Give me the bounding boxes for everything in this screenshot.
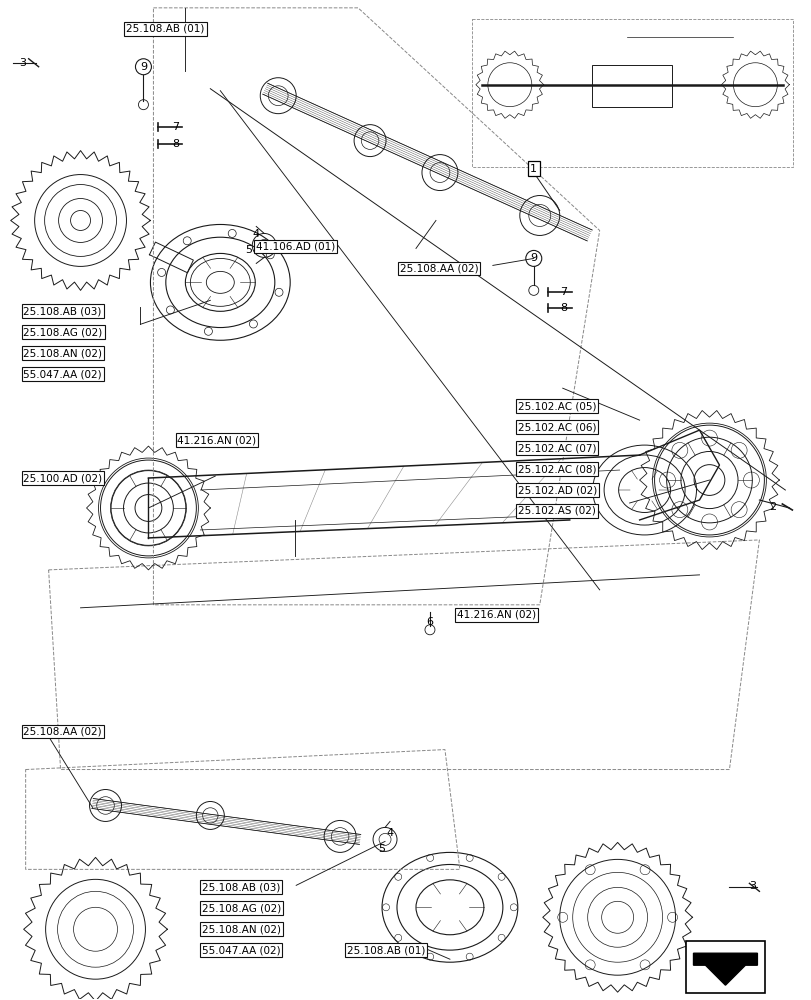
Text: 6: 6 — [426, 617, 433, 627]
Text: 25.102.AC (05): 25.102.AC (05) — [517, 401, 595, 411]
Text: 25.108.AG (02): 25.108.AG (02) — [201, 903, 281, 913]
Text: 25.108.AG (02): 25.108.AG (02) — [24, 327, 102, 337]
Text: 25.108.AA (02): 25.108.AA (02) — [24, 727, 102, 737]
Text: 25.102.AC (08): 25.102.AC (08) — [517, 464, 595, 474]
Text: 25.102.AS (02): 25.102.AS (02) — [517, 506, 595, 516]
Text: 4: 4 — [386, 828, 393, 838]
Text: 3: 3 — [19, 58, 26, 68]
Bar — [684, 941, 765, 993]
Text: 8: 8 — [172, 139, 178, 149]
Text: 25.108.AB (03): 25.108.AB (03) — [201, 882, 280, 892]
Text: 3: 3 — [748, 881, 755, 891]
Text: 4: 4 — [252, 229, 260, 239]
Text: 7: 7 — [560, 287, 567, 297]
Polygon shape — [693, 953, 757, 985]
Text: 25.108.AB (01): 25.108.AB (01) — [127, 24, 204, 34]
Text: 1: 1 — [530, 164, 537, 174]
Text: 41.106.AD (01): 41.106.AD (01) — [255, 241, 335, 251]
Text: 25.108.AN (02): 25.108.AN (02) — [24, 348, 102, 358]
Text: 41.216.AN (02): 41.216.AN (02) — [457, 610, 535, 620]
Text: 25.102.AC (06): 25.102.AC (06) — [517, 422, 595, 432]
Text: 41.216.AN (02): 41.216.AN (02) — [177, 435, 256, 445]
Text: 5: 5 — [378, 844, 385, 854]
Text: 25.100.AD (02): 25.100.AD (02) — [24, 473, 102, 483]
Text: 9: 9 — [139, 62, 147, 72]
Text: 55.047.AA (02): 55.047.AA (02) — [201, 945, 280, 955]
Text: 25.108.AN (02): 25.108.AN (02) — [201, 924, 281, 934]
Bar — [471, 19, 792, 167]
Text: 8: 8 — [560, 303, 567, 313]
Text: 25.102.AD (02): 25.102.AD (02) — [517, 485, 596, 495]
Bar — [591, 65, 671, 107]
Text: 5: 5 — [244, 245, 251, 255]
Text: 9: 9 — [530, 253, 537, 263]
Text: 25.108.AB (03): 25.108.AB (03) — [24, 306, 101, 316]
Text: 25.108.AA (02): 25.108.AA (02) — [399, 263, 478, 273]
Text: 25.102.AC (07): 25.102.AC (07) — [517, 443, 595, 453]
Text: 7: 7 — [172, 122, 178, 132]
Text: 2: 2 — [768, 502, 775, 512]
Text: 25.108.AB (01): 25.108.AB (01) — [346, 945, 425, 955]
Text: 55.047.AA (02): 55.047.AA (02) — [24, 369, 102, 379]
